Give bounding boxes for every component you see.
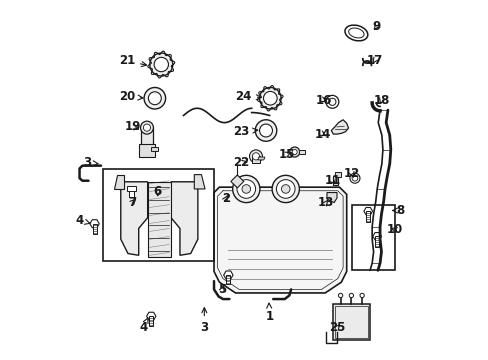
Circle shape bbox=[232, 175, 260, 203]
Bar bbox=[335, 306, 367, 338]
Circle shape bbox=[349, 173, 359, 183]
Circle shape bbox=[259, 87, 281, 109]
Text: 15: 15 bbox=[278, 148, 294, 161]
Polygon shape bbox=[334, 172, 340, 177]
Ellipse shape bbox=[344, 25, 367, 41]
Bar bbox=[375, 236, 378, 247]
Text: 2: 2 bbox=[222, 192, 229, 205]
Bar bbox=[298, 150, 305, 154]
Text: 4: 4 bbox=[75, 214, 90, 227]
Circle shape bbox=[289, 147, 299, 157]
Circle shape bbox=[281, 185, 289, 193]
Bar bbox=[92, 224, 96, 234]
Polygon shape bbox=[223, 271, 233, 279]
Text: 6: 6 bbox=[153, 185, 162, 198]
Bar bbox=[102, 169, 214, 261]
Text: 24: 24 bbox=[235, 90, 261, 103]
Polygon shape bbox=[113, 175, 124, 189]
Bar bbox=[140, 127, 153, 145]
Circle shape bbox=[143, 124, 150, 131]
Bar bbox=[149, 316, 153, 326]
Text: 8: 8 bbox=[392, 204, 404, 217]
Text: 25: 25 bbox=[328, 321, 345, 334]
Polygon shape bbox=[333, 176, 338, 185]
Text: 3: 3 bbox=[83, 156, 98, 169]
Polygon shape bbox=[363, 207, 372, 215]
Text: 3: 3 bbox=[200, 308, 208, 334]
Bar bbox=[226, 275, 230, 284]
Polygon shape bbox=[230, 175, 244, 188]
Text: 19: 19 bbox=[124, 121, 141, 134]
Circle shape bbox=[249, 150, 262, 163]
Polygon shape bbox=[128, 189, 134, 197]
Polygon shape bbox=[330, 120, 348, 134]
Polygon shape bbox=[146, 312, 156, 320]
Text: 4: 4 bbox=[139, 318, 148, 334]
Polygon shape bbox=[90, 220, 99, 228]
Text: 23: 23 bbox=[233, 125, 257, 138]
Text: 12: 12 bbox=[343, 167, 360, 180]
Polygon shape bbox=[194, 175, 204, 189]
Circle shape bbox=[255, 120, 276, 141]
Polygon shape bbox=[121, 182, 147, 255]
Circle shape bbox=[328, 98, 335, 105]
Circle shape bbox=[359, 293, 364, 298]
Text: 14: 14 bbox=[314, 127, 330, 141]
Text: 21: 21 bbox=[119, 54, 146, 67]
Bar bbox=[151, 147, 158, 151]
Text: 9: 9 bbox=[371, 20, 380, 33]
Bar bbox=[251, 156, 260, 163]
Ellipse shape bbox=[348, 28, 364, 38]
Text: 17: 17 bbox=[366, 54, 382, 67]
Text: 18: 18 bbox=[372, 94, 389, 107]
Circle shape bbox=[252, 153, 259, 160]
Bar bbox=[147, 182, 171, 257]
Circle shape bbox=[338, 293, 342, 298]
Text: 20: 20 bbox=[119, 90, 142, 103]
Circle shape bbox=[271, 175, 299, 203]
Circle shape bbox=[148, 92, 161, 105]
Bar bbox=[351, 205, 394, 270]
Text: 1: 1 bbox=[265, 303, 273, 323]
Circle shape bbox=[149, 53, 172, 76]
Polygon shape bbox=[214, 187, 346, 293]
Circle shape bbox=[144, 87, 165, 109]
Circle shape bbox=[140, 121, 153, 134]
Circle shape bbox=[276, 180, 294, 198]
Circle shape bbox=[237, 180, 255, 198]
Bar bbox=[333, 305, 369, 339]
Circle shape bbox=[325, 95, 338, 108]
Circle shape bbox=[263, 91, 277, 105]
Circle shape bbox=[351, 175, 357, 181]
Polygon shape bbox=[257, 157, 264, 160]
Polygon shape bbox=[326, 193, 336, 203]
Circle shape bbox=[292, 149, 297, 154]
Polygon shape bbox=[127, 186, 136, 191]
Text: 11: 11 bbox=[324, 174, 340, 187]
Bar bbox=[366, 211, 369, 222]
Text: 10: 10 bbox=[386, 223, 403, 236]
Polygon shape bbox=[171, 182, 198, 255]
Circle shape bbox=[348, 293, 353, 298]
Text: 13: 13 bbox=[318, 196, 334, 209]
Circle shape bbox=[154, 57, 168, 72]
Bar bbox=[139, 144, 155, 157]
Circle shape bbox=[259, 124, 272, 137]
Polygon shape bbox=[372, 233, 381, 240]
Text: 22: 22 bbox=[233, 156, 249, 169]
Text: 16: 16 bbox=[315, 94, 332, 107]
Text: 5: 5 bbox=[218, 283, 226, 296]
Text: 7: 7 bbox=[128, 196, 137, 209]
Circle shape bbox=[242, 185, 250, 193]
